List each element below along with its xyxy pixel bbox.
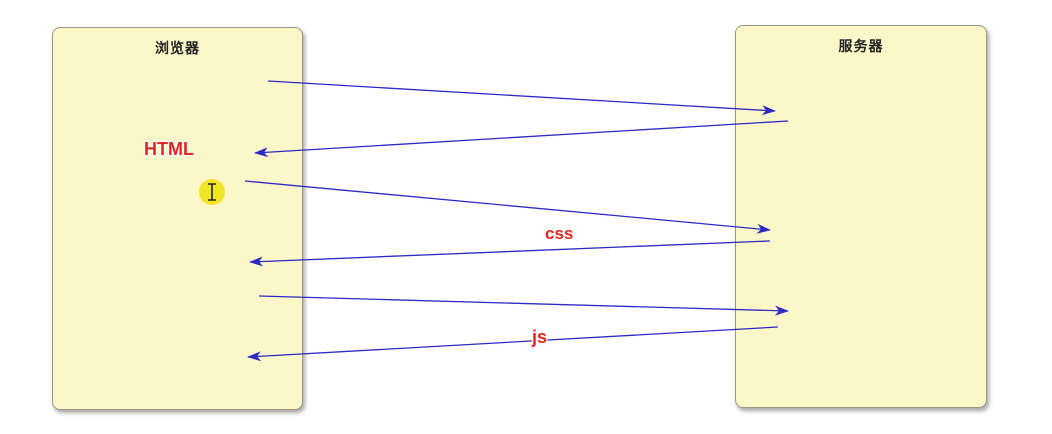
text-cursor-icon (208, 183, 216, 201)
html-label: HTML (144, 139, 194, 159)
browser-box: 浏览器 (52, 27, 303, 410)
request-arrow-html (267, 80, 776, 116)
response-arrow-html (254, 120, 789, 158)
response-arrow-js (247, 326, 779, 362)
css-label: css (545, 224, 574, 243)
response-arrow-css (249, 240, 771, 267)
server-box: 服务器 (735, 25, 987, 408)
request-arrow-css (244, 180, 771, 234)
request-arrow-js (258, 295, 789, 316)
js-label: js (532, 327, 548, 347)
browser-title: 浏览器 (155, 41, 200, 57)
server-title: 服务器 (838, 39, 884, 55)
